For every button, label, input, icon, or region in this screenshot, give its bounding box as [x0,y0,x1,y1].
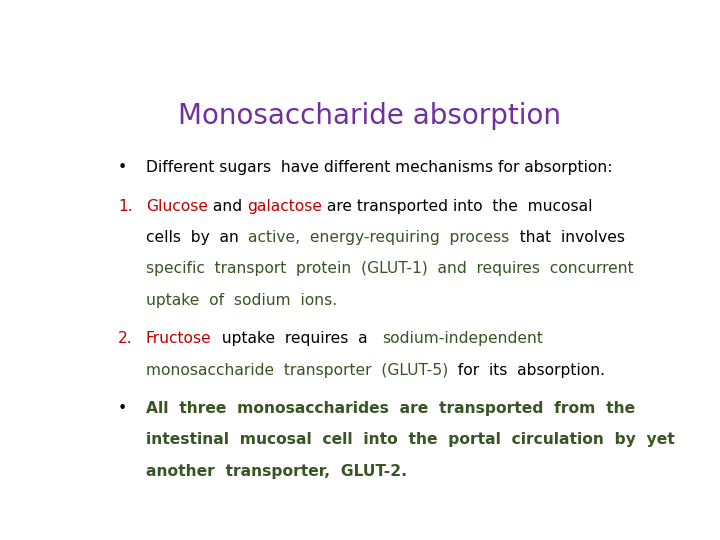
Text: Different sugars  have different mechanisms for absorption:: Different sugars have different mechanis… [145,160,612,176]
Text: intestinal  mucosal  cell  into  the  portal  circulation  by  yet: intestinal mucosal cell into the portal … [145,433,675,447]
Text: active,  energy-requiring  process: active, energy-requiring process [248,230,510,245]
Text: Glucose: Glucose [145,199,208,214]
Text: •: • [118,160,127,176]
Text: for  its  absorption.: for its absorption. [448,362,605,377]
Text: •: • [118,401,127,416]
Text: sodium-independent: sodium-independent [382,332,543,346]
Text: uptake  of  sodium  ions.: uptake of sodium ions. [145,293,337,308]
Text: and: and [208,199,247,214]
Text: Fructose: Fructose [145,332,212,346]
Text: All  three  monosaccharides  are  transported  from  the: All three monosaccharides are transporte… [145,401,635,416]
Text: uptake  requires  a: uptake requires a [212,332,382,346]
Text: monosaccharide  transporter  (GLUT-5): monosaccharide transporter (GLUT-5) [145,362,448,377]
Text: another  transporter,  GLUT-2.: another transporter, GLUT-2. [145,463,407,478]
Text: that  involves: that involves [510,230,625,245]
Text: galactose: galactose [247,199,322,214]
Text: are transported into  the  mucosal: are transported into the mucosal [322,199,593,214]
Text: Monosaccharide absorption: Monosaccharide absorption [178,102,560,130]
Text: specific  transport  protein  (GLUT-1)  and  requires  concurrent: specific transport protein (GLUT-1) and … [145,261,634,276]
Text: cells  by  an: cells by an [145,230,248,245]
Text: 1.: 1. [118,199,132,214]
Text: 2.: 2. [118,332,132,346]
